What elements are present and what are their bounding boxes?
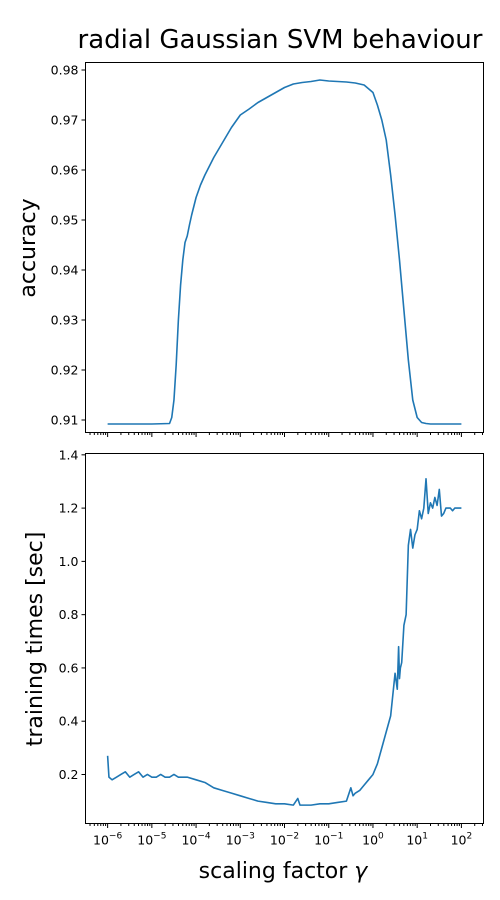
accuracy-y-tick-label: 0.92	[51, 363, 79, 378]
accuracy-y-tick-label: 0.93	[51, 313, 79, 328]
x-tick-label: 101	[406, 832, 428, 848]
x-axis-label-symbol: γ	[354, 859, 368, 884]
x-tick-label: 10−6	[93, 832, 122, 848]
x-axis-label: scaling factor γ	[199, 859, 369, 884]
accuracy-y-tick-label: 0.96	[51, 163, 79, 178]
training-times-y-ticks: 0.2 0.4 0.6 0.8 1.0 1.2 1.4	[59, 447, 86, 782]
training-times-y-axis-label: training times [sec]	[23, 532, 48, 747]
accuracy-series-line	[107, 79, 462, 425]
x-tick-label: 10−2	[270, 832, 299, 848]
x-tick-label: 10−3	[226, 832, 255, 848]
training-times-y-tick-label: 1.4	[59, 447, 79, 462]
x-axis-label-text: scaling factor	[199, 859, 355, 884]
accuracy-panel: 0.91 0.92 0.93 0.94 0.95 0.96 0.97 0.98 accurac…	[16, 62, 484, 437]
x-tick-label: 10−5	[137, 832, 166, 848]
accuracy-x-ticks	[89, 432, 484, 437]
x-tick-label: 10−4	[181, 832, 210, 848]
accuracy-y-tick-label: 0.95	[51, 213, 79, 228]
accuracy-y-tick-label: 0.98	[51, 63, 79, 78]
training-times-panel: 0.20.40.60.81.01.21.4 10−6 10−5 10−4 10−3 10…	[23, 447, 484, 884]
training-times-y-tick-label: 0.8	[59, 607, 79, 622]
training-times-y-tick-label: 0.4	[59, 714, 79, 729]
training-times-y-tick-label: 1.0	[59, 554, 79, 569]
x-tick-label: 10−1	[314, 832, 343, 848]
training-times-y-tick-label: 1.2	[59, 501, 79, 516]
accuracy-y-axis-label: accuracy	[16, 198, 41, 297]
accuracy-y-tick-label: 0.97	[51, 113, 79, 128]
training-times-y-tick-label: 0.2	[59, 767, 79, 782]
training-times-series-line	[106, 478, 462, 806]
training-times-y-tick-label: 0.6	[59, 660, 79, 675]
accuracy-y-tick-label: 0.91	[51, 413, 79, 428]
accuracy-y-ticks: 0.91 0.92 0.93 0.94 0.95 0.96 0.97 0.98	[51, 63, 86, 428]
accuracy-y-tick-label: 0.94	[51, 263, 79, 278]
accuracy-plot-frame	[85, 62, 484, 433]
x-tick-label: 102	[451, 832, 473, 848]
training-times-x-ticks: 10−6 10−5 10−4 10−3 10−2 10−1 100 101 102	[89, 823, 484, 848]
figure-title: radial Gaussian SVM behaviour	[78, 25, 483, 55]
x-tick-label: 100	[362, 832, 384, 848]
